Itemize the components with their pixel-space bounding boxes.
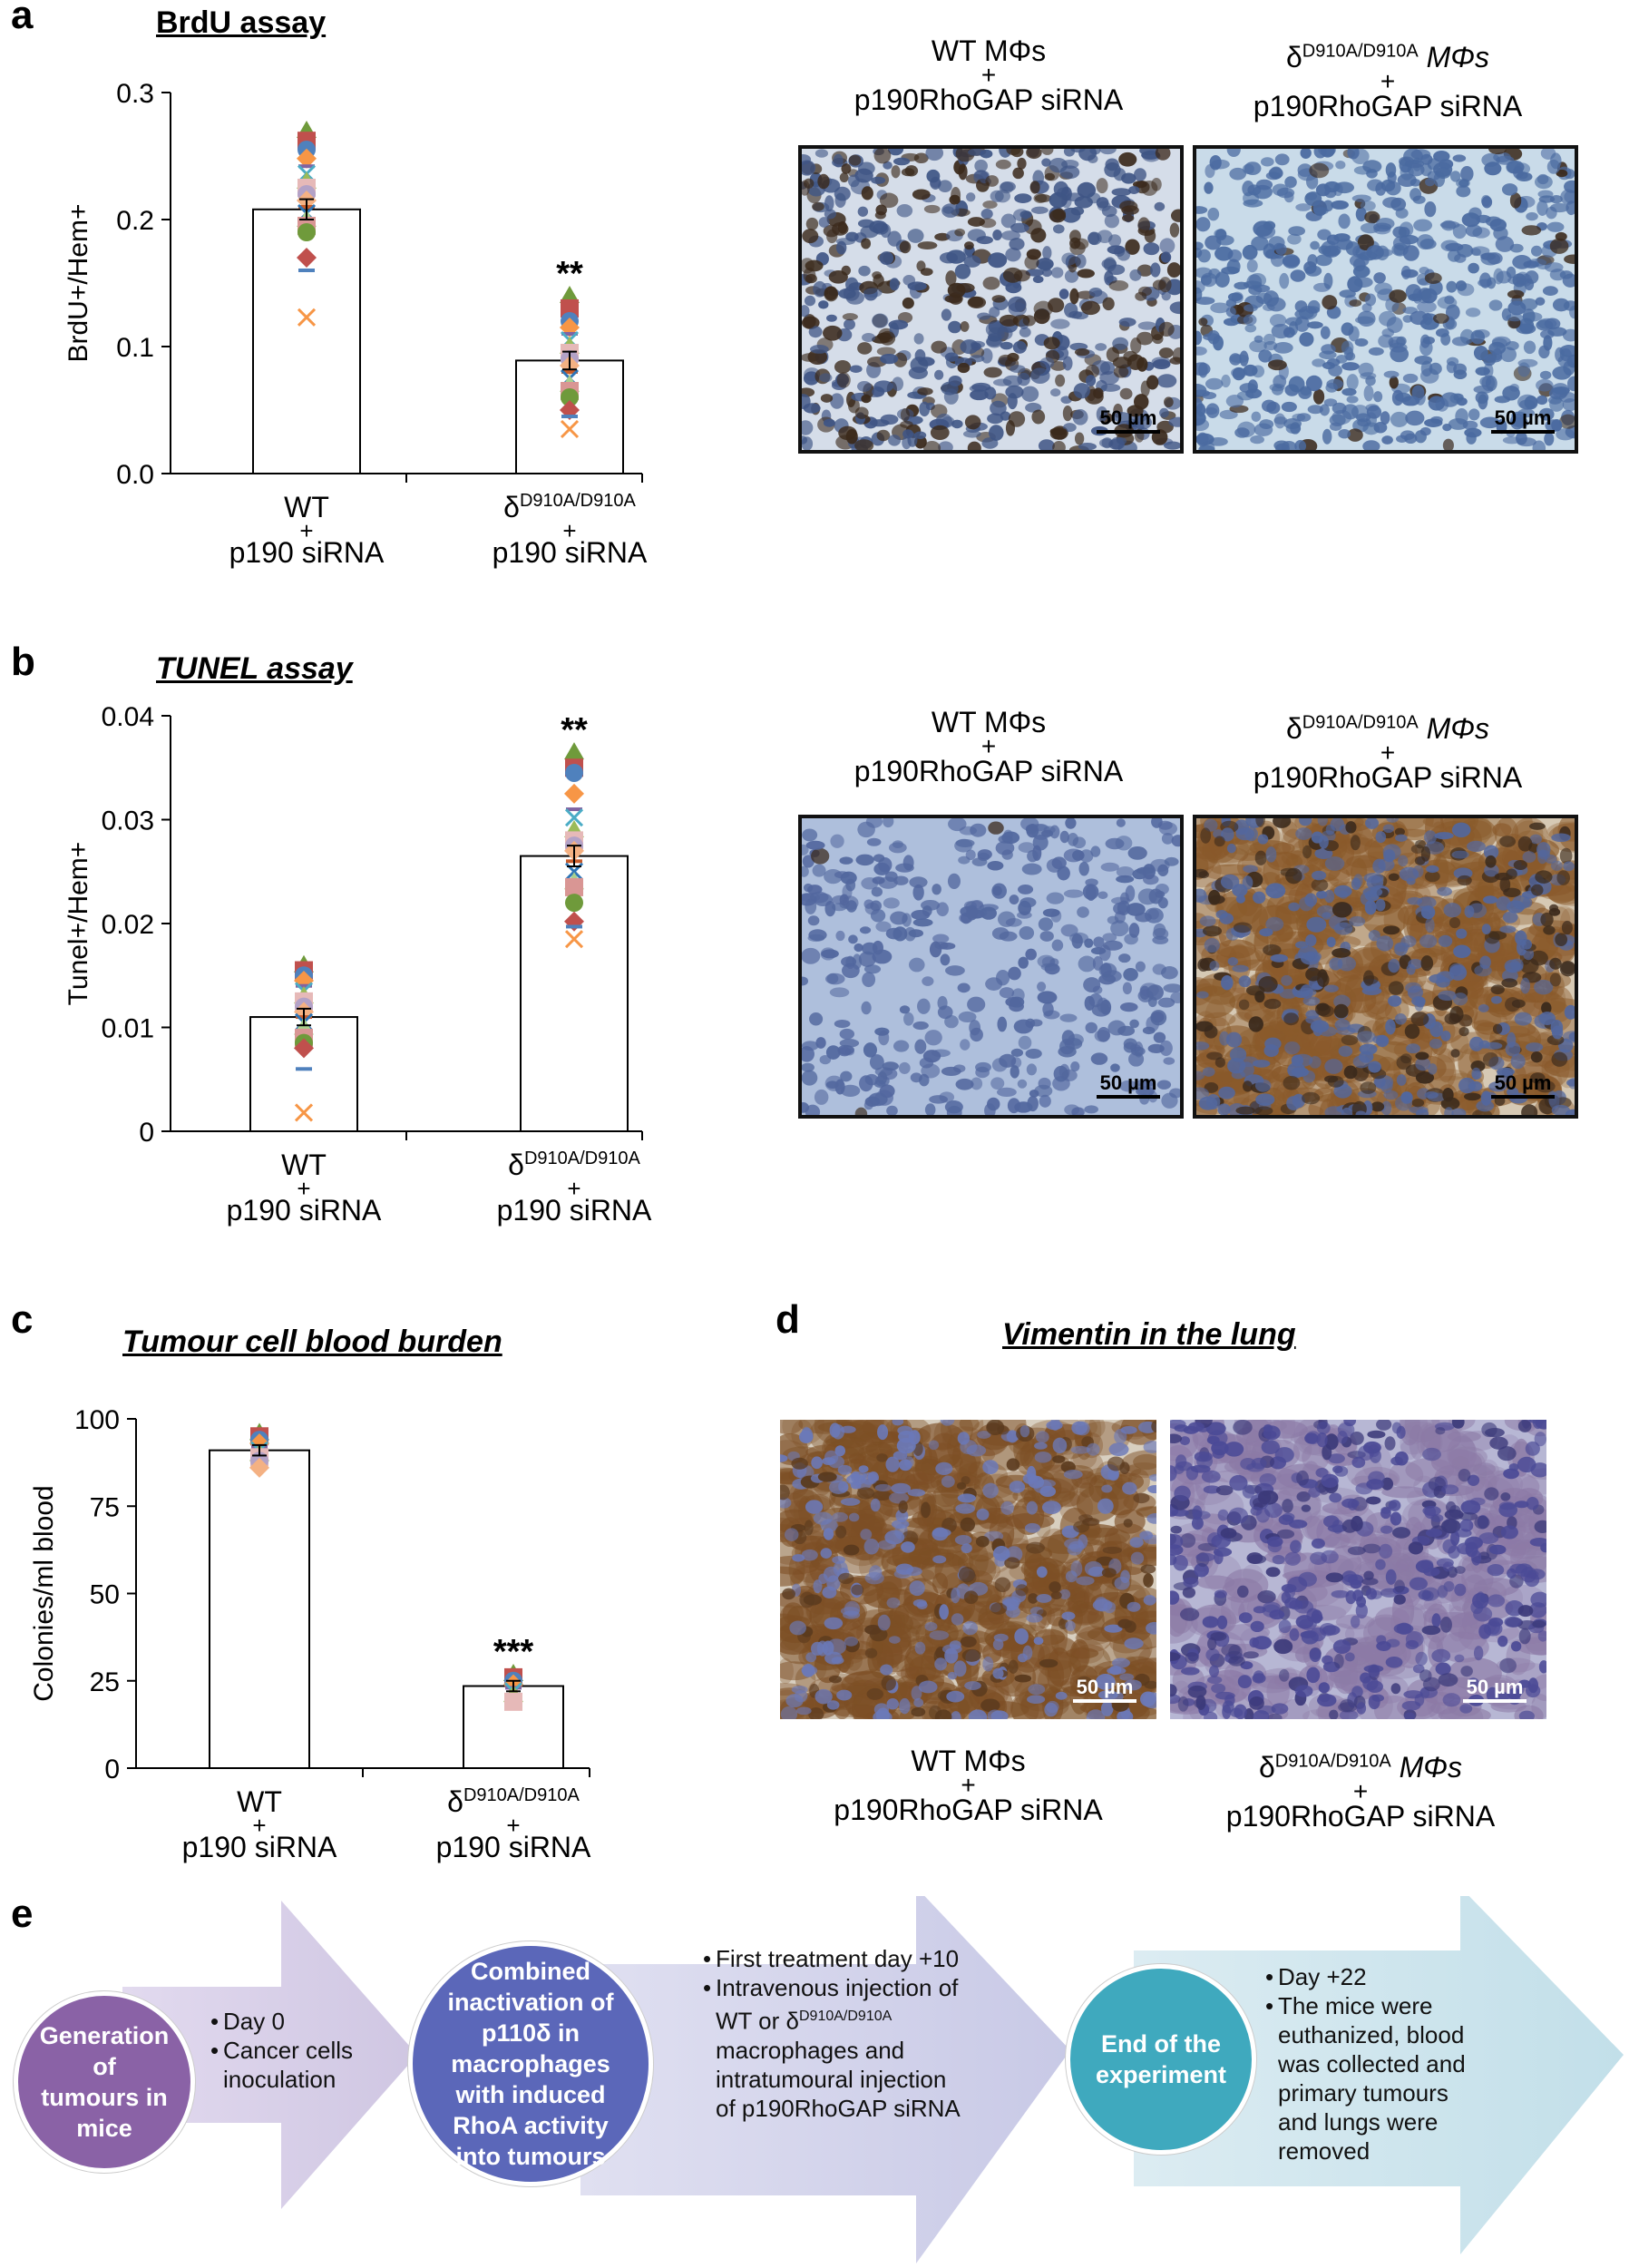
data-point bbox=[564, 930, 584, 949]
significance-label: *** bbox=[493, 1633, 534, 1671]
y-tick-label: 100 bbox=[74, 1405, 120, 1435]
data-point bbox=[561, 332, 578, 336]
y-tick-label: 0 bbox=[104, 1755, 120, 1784]
micrograph-vimentin-mutant: 50 µm bbox=[1170, 1420, 1546, 1719]
data-point bbox=[298, 269, 315, 272]
data-point bbox=[565, 894, 583, 913]
data-point bbox=[564, 783, 584, 804]
panel-a-title: BrdU assay bbox=[156, 5, 327, 40]
category-plus: + bbox=[252, 1812, 266, 1839]
data-point bbox=[294, 1103, 314, 1122]
panel-letter-a: a bbox=[11, 0, 34, 37]
panel-d-title: Vimentin in the lung bbox=[1002, 1317, 1296, 1352]
data-point bbox=[565, 877, 583, 896]
category-label: p190 siRNA bbox=[497, 1194, 652, 1227]
data-point bbox=[297, 248, 317, 268]
y-tick-label: 0.03 bbox=[102, 807, 154, 836]
y-tick-label: 50 bbox=[90, 1580, 120, 1610]
category-plus: + bbox=[506, 1812, 520, 1839]
category-label: p190 siRNA bbox=[229, 536, 385, 569]
category-label: p190 siRNA bbox=[436, 1831, 591, 1863]
category-plus: + bbox=[567, 1175, 580, 1202]
y-tick-label: 0.2 bbox=[116, 206, 154, 236]
panel-c-title: Tumour cell blood burden bbox=[122, 1325, 502, 1359]
data-point bbox=[560, 286, 580, 303]
data-point bbox=[249, 1457, 269, 1478]
panel-letter-c: c bbox=[11, 1297, 34, 1342]
category-label: p190 siRNA bbox=[493, 536, 648, 569]
category-label: WT bbox=[281, 1149, 327, 1181]
data-point bbox=[561, 299, 579, 318]
y-tick-label: 0.1 bbox=[116, 333, 154, 363]
panel-letter-b: b bbox=[11, 640, 35, 684]
data-point bbox=[298, 164, 315, 169]
data-point bbox=[504, 1692, 522, 1711]
y-tick-label: 0.04 bbox=[102, 702, 154, 732]
data-point bbox=[565, 763, 583, 782]
data-point bbox=[560, 419, 580, 439]
significance-label: ** bbox=[556, 255, 583, 293]
category-label: p190 siRNA bbox=[182, 1831, 337, 1863]
micrograph-tunel-mutant: 50 µm bbox=[1193, 815, 1578, 1119]
data-point bbox=[298, 223, 316, 241]
micro-caption-d1: WT MΦs + p190RhoGAP siRNA bbox=[834, 1745, 1103, 1826]
panel-b-title: TUNEL assay bbox=[156, 651, 353, 686]
y-axis-label: Colonies/ml blood bbox=[29, 1485, 59, 1701]
category-label: p190 siRNA bbox=[227, 1194, 382, 1227]
panel-letter-d: d bbox=[775, 1297, 800, 1342]
timeline-step-3: Day +22 The mice were euthanized, blood … bbox=[1265, 1962, 1492, 2165]
category-label: δD910A/D910A bbox=[508, 1149, 640, 1181]
panel-letter-e: e bbox=[11, 1892, 34, 1936]
category-plus: + bbox=[297, 1175, 310, 1202]
data-point bbox=[564, 742, 584, 760]
bar bbox=[209, 1449, 310, 1770]
y-axis-label: Tunel+/Hem+ bbox=[63, 842, 93, 1006]
timeline-circle-inactivation: Combined inactivation of p110δ in macrophag… bbox=[408, 1941, 653, 2186]
category-label: δD910A/D910A bbox=[503, 491, 636, 523]
micrograph-vimentin-wt: 50 µm bbox=[780, 1420, 1156, 1719]
data-point bbox=[294, 1038, 314, 1059]
y-tick-label: 0 bbox=[139, 1118, 154, 1148]
category-plus: + bbox=[562, 517, 576, 544]
y-tick-label: 0.02 bbox=[102, 910, 154, 940]
timeline-circle-generation: Generation of tumours in mice bbox=[14, 1991, 195, 2173]
micro-caption-b1: WT MΦs + p190RhoGAP siRNA bbox=[854, 706, 1124, 787]
data-point bbox=[296, 983, 312, 988]
y-tick-label: 0.3 bbox=[116, 79, 154, 109]
data-point bbox=[566, 924, 582, 929]
y-tick-label: 75 bbox=[90, 1492, 120, 1522]
micrograph-tunel-wt: 50 µm bbox=[798, 815, 1184, 1119]
category-label: WT bbox=[284, 491, 329, 523]
timeline-circle-end: End of the experiment bbox=[1066, 1964, 1256, 2155]
y-axis-label: BrdU+/Hem+ bbox=[63, 203, 93, 362]
micro-caption-a1: WT MΦs + p190RhoGAP siRNA bbox=[854, 34, 1124, 116]
micro-caption-a2: δD910A/D910A MΦs + p190RhoGAP siRNA bbox=[1253, 40, 1523, 122]
category-label: δD910A/D910A bbox=[447, 1785, 580, 1818]
data-point bbox=[561, 388, 579, 406]
data-point bbox=[297, 148, 317, 169]
micrograph-brdu-wt: 50 µm bbox=[798, 145, 1184, 454]
y-tick-label: 0.0 bbox=[116, 460, 154, 490]
category-plus: + bbox=[299, 517, 313, 544]
micro-caption-b2: δD910A/D910A MΦs + p190RhoGAP siRNA bbox=[1253, 711, 1523, 794]
y-tick-label: 0.01 bbox=[102, 1014, 154, 1044]
micrograph-brdu-mutant: 50 µm bbox=[1193, 145, 1578, 454]
data-point bbox=[297, 308, 317, 327]
data-point bbox=[561, 370, 578, 374]
significance-label: ** bbox=[561, 711, 588, 749]
timeline-step-2: First treatment day +10 Intravenous inje… bbox=[703, 1944, 966, 2123]
timeline-step-1: Day 0 Cancer cells inoculation bbox=[210, 2007, 374, 2094]
data-point bbox=[296, 1067, 312, 1071]
micro-caption-d2: δD910A/D910A MΦs + p190RhoGAP siRNA bbox=[1225, 1750, 1496, 1833]
data-point bbox=[561, 415, 578, 418]
data-point bbox=[564, 808, 584, 827]
data-point bbox=[566, 807, 582, 812]
y-tick-label: 25 bbox=[90, 1667, 120, 1697]
category-label: WT bbox=[237, 1785, 282, 1818]
